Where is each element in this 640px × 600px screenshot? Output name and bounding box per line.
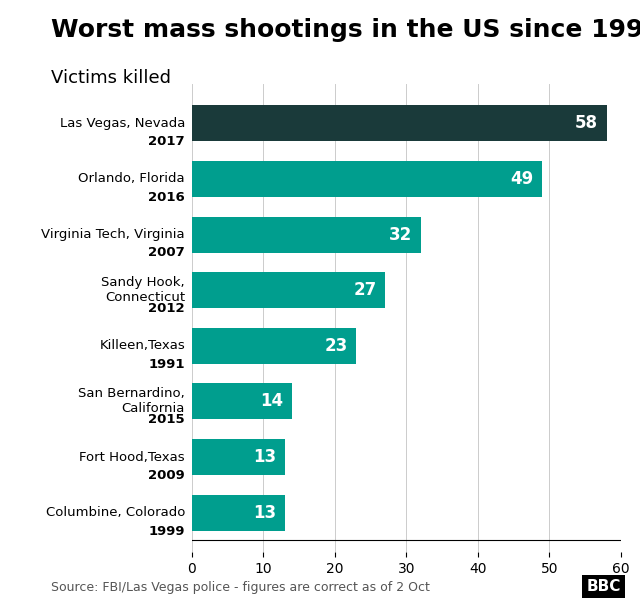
Text: 13: 13 xyxy=(253,503,276,521)
Bar xyxy=(192,105,607,142)
Text: Orlando, Florida: Orlando, Florida xyxy=(79,172,185,185)
Text: Sandy Hook,
Connecticut: Sandy Hook, Connecticut xyxy=(101,276,185,304)
Bar xyxy=(192,328,356,364)
Text: BBC: BBC xyxy=(586,579,621,594)
Text: Fort Hood,Texas: Fort Hood,Texas xyxy=(79,451,185,464)
Text: 14: 14 xyxy=(260,392,284,410)
Text: Las Vegas, Nevada: Las Vegas, Nevada xyxy=(60,117,185,130)
Text: 58: 58 xyxy=(575,115,598,133)
Text: 2015: 2015 xyxy=(148,413,185,426)
Text: 1999: 1999 xyxy=(148,524,185,538)
Bar xyxy=(192,439,285,475)
Bar xyxy=(192,217,420,253)
Text: 2017: 2017 xyxy=(148,135,185,148)
Text: 2016: 2016 xyxy=(148,191,185,204)
Bar xyxy=(192,494,285,531)
Bar xyxy=(192,272,385,308)
Text: 23: 23 xyxy=(324,337,348,355)
Text: San Bernardino,
California: San Bernardino, California xyxy=(78,388,185,415)
Text: 32: 32 xyxy=(389,226,412,244)
Bar xyxy=(192,161,542,197)
Bar xyxy=(192,383,292,419)
Text: Virginia Tech, Virginia: Virginia Tech, Virginia xyxy=(42,228,185,241)
Text: Killeen,Texas: Killeen,Texas xyxy=(99,340,185,352)
Text: 1991: 1991 xyxy=(148,358,185,371)
Text: Worst mass shootings in the US since 1991: Worst mass shootings in the US since 199… xyxy=(51,18,640,42)
Text: 2012: 2012 xyxy=(148,302,185,315)
Text: 13: 13 xyxy=(253,448,276,466)
Text: 49: 49 xyxy=(510,170,534,188)
Text: 2007: 2007 xyxy=(148,247,185,259)
Text: Victims killed: Victims killed xyxy=(51,69,172,87)
Text: 27: 27 xyxy=(353,281,376,299)
Text: 2009: 2009 xyxy=(148,469,185,482)
Text: Columbine, Colorado: Columbine, Colorado xyxy=(45,506,185,519)
Text: Source: FBI/Las Vegas police - figures are correct as of 2 Oct: Source: FBI/Las Vegas police - figures a… xyxy=(51,581,430,594)
